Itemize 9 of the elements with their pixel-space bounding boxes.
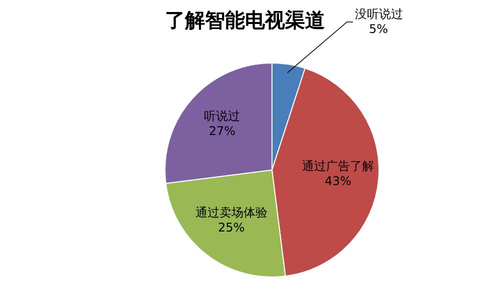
slice-label: 听说过 [204,109,240,124]
slice-label: 通过广告了解 [302,159,374,174]
chart-title: 了解智能电视渠道 [165,8,325,32]
data-label: 25% [218,220,245,234]
data-label: 5% [369,22,388,36]
slice-label: 没听说过 [355,7,403,21]
data-label: 43% [324,174,352,188]
data-label: 27% [208,124,236,138]
slice-label: 通过卖场体验 [195,205,268,220]
